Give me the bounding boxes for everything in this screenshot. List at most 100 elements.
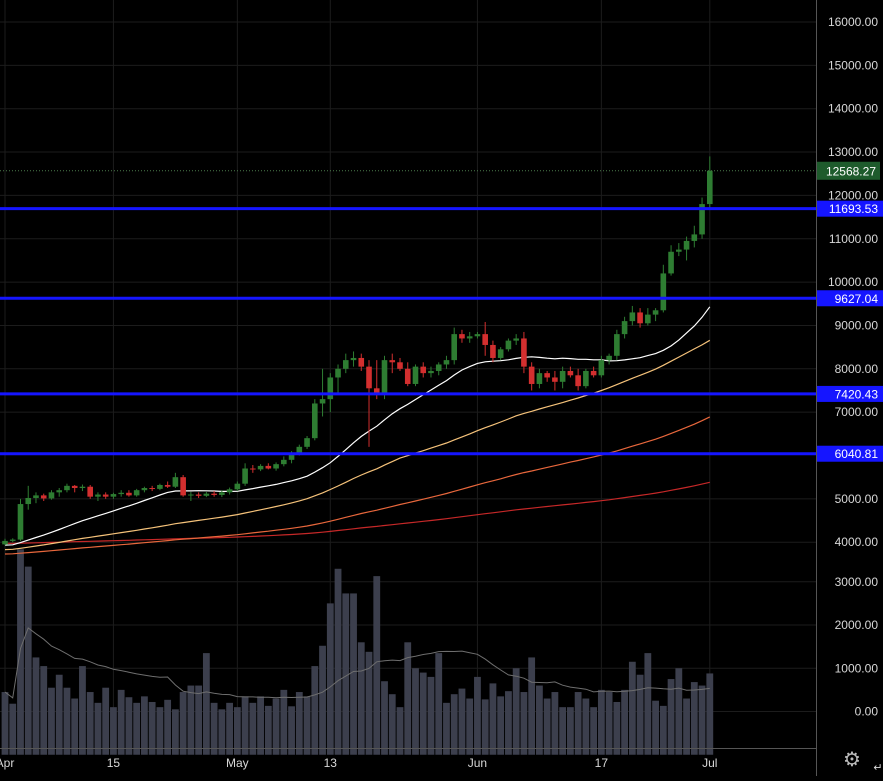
volume-bar <box>264 705 272 755</box>
candle-body <box>226 489 233 493</box>
candle-body <box>304 438 310 447</box>
candle-body <box>474 334 481 337</box>
volume-bar <box>536 685 543 755</box>
volume-bar <box>156 707 164 755</box>
candles <box>2 156 713 546</box>
ma20-line <box>4 306 711 546</box>
volume-bar <box>605 692 613 755</box>
volume-bar <box>110 707 117 755</box>
volume-bar <box>202 653 210 755</box>
volume-bar <box>373 576 381 755</box>
time-axis: Apr 15 May 13 Jun 17 Jul <box>0 756 717 770</box>
level-price-label: 11693.53 <box>829 202 878 216</box>
price-tick-label: 13000.00 <box>828 145 878 159</box>
volume-bar <box>226 702 234 755</box>
price-tick-label: 15000.00 <box>828 58 878 72</box>
candle-body <box>56 490 63 493</box>
candle-body <box>521 338 527 367</box>
candle-body <box>443 360 450 365</box>
volume-bar <box>628 661 636 755</box>
candle-body <box>497 349 504 358</box>
candle-body <box>126 492 132 496</box>
candle-body <box>172 477 179 487</box>
candle-body <box>621 321 628 335</box>
level-price-tag <box>817 385 883 402</box>
volume-bar <box>334 568 342 755</box>
volume-bar <box>179 692 187 755</box>
candle-body <box>188 494 194 496</box>
candle-body <box>180 477 186 496</box>
candle-body <box>203 493 210 496</box>
candle-body <box>691 234 698 241</box>
volume-bar <box>652 700 659 755</box>
volume-bar <box>171 709 179 755</box>
volume-bar <box>466 698 474 755</box>
volume-bar <box>32 657 40 755</box>
volume-bar <box>443 702 450 755</box>
volume-bar <box>690 682 698 755</box>
volume-bar <box>86 692 94 755</box>
volume-bar <box>102 687 110 755</box>
volume-bar <box>597 689 605 755</box>
volume-bar <box>241 696 249 755</box>
candle-body <box>350 357 357 361</box>
candle-body <box>102 494 109 497</box>
candle-body <box>652 310 659 315</box>
volume-bar <box>303 696 311 755</box>
candle-body <box>211 493 217 495</box>
candle-body <box>614 334 620 356</box>
ma100-line <box>4 416 711 555</box>
candle-body <box>660 273 667 311</box>
volume-bar <box>481 699 489 755</box>
candle-body <box>397 362 403 369</box>
volume-bar <box>667 679 675 755</box>
volume-bar <box>489 683 497 755</box>
candle-body <box>668 251 674 274</box>
volume-bar <box>295 692 303 755</box>
volume-bar <box>79 666 86 755</box>
candle-body <box>95 494 101 497</box>
candle-body <box>342 360 349 369</box>
volume-bar <box>357 642 365 755</box>
candle-body <box>482 334 488 345</box>
candle-body <box>327 377 334 400</box>
price-tick-label: 11000.00 <box>829 232 878 246</box>
volume-bar <box>55 674 63 755</box>
candle-body <box>412 366 419 384</box>
candle-body <box>25 497 32 505</box>
volume-bar <box>48 687 55 755</box>
candle-body <box>149 488 155 490</box>
settings-gear-icon[interactable]: ⚙ <box>843 749 861 771</box>
volume-bar <box>233 707 241 755</box>
price-tick-label: 1000.00 <box>835 661 879 675</box>
candle-body <box>404 368 411 384</box>
price-tick-label: 12000.00 <box>828 188 878 202</box>
candle-body <box>71 485 78 489</box>
candle-body <box>234 483 241 490</box>
candle-body <box>164 484 171 487</box>
volume-bar <box>505 691 512 755</box>
time-tick-label: Jul <box>702 756 717 770</box>
last-price-tag <box>817 161 880 180</box>
grid <box>0 0 816 748</box>
candle-body <box>48 492 55 499</box>
level-price-label: 7420.43 <box>835 387 879 401</box>
candle-body <box>490 344 496 358</box>
price-tick-label: 0.00 <box>855 705 879 719</box>
candle-body <box>312 403 318 439</box>
candle-body <box>459 334 465 339</box>
candle-body <box>706 170 713 205</box>
scale-toggle-icon[interactable]: ↵ <box>873 762 883 774</box>
volume-bar <box>148 701 156 755</box>
candle-body <box>141 488 148 491</box>
volume-bar <box>636 674 644 755</box>
price-tick-label: 9000.00 <box>835 318 879 332</box>
candle-body <box>40 495 47 499</box>
volume-bar <box>388 694 396 755</box>
candle-body <box>505 340 512 350</box>
candle-body <box>676 249 682 252</box>
volume-bar <box>272 698 280 755</box>
volume-bar <box>412 668 419 755</box>
